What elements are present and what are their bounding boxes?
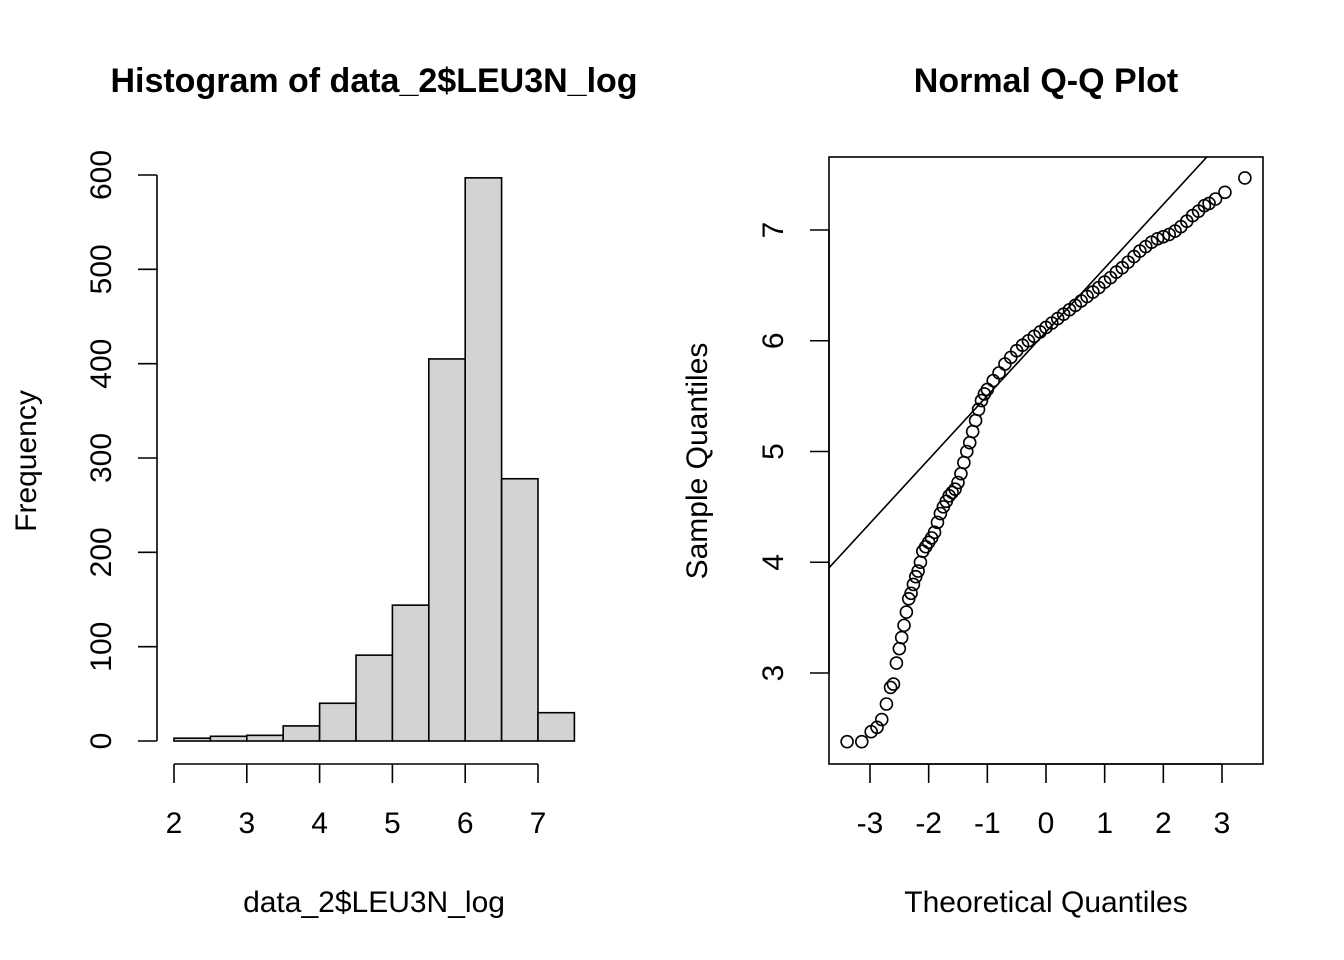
histogram-x-tick-label: 2: [166, 807, 183, 840]
qq-point: [879, 697, 894, 711]
qq-point: [927, 525, 942, 540]
qq-point: [933, 506, 948, 521]
qq-point: [1150, 232, 1165, 246]
histogram-bar: [427, 358, 466, 742]
qq-plot-panel: Normal Q-Q Plot Theoretical Quantiles Sa…: [681, 62, 1264, 919]
qq-point: [874, 712, 889, 727]
qq-plot-box: [828, 156, 1264, 765]
qq-point: [911, 564, 925, 578]
histogram-y-tick-label: 400: [85, 339, 118, 389]
qq-point: [968, 413, 983, 428]
qq-point: [883, 680, 898, 695]
histogram-y-tick-label: 300: [85, 433, 118, 483]
qq-y-tick-label: 3: [757, 665, 790, 682]
qq-point: [951, 475, 965, 490]
qq-point: [945, 485, 959, 500]
qq-point: [899, 605, 914, 619]
histogram-x-axis-label: data_2$LEU3N_log: [243, 886, 505, 919]
qq-point: [986, 373, 1001, 388]
qq-point: [870, 720, 884, 735]
qq-point: [886, 677, 901, 691]
histogram-y-tick-label: 100: [85, 622, 118, 672]
qq-x-tick-label: -2: [915, 807, 942, 840]
qq-y-tick-label: 7: [757, 222, 790, 239]
histogram-bar: [209, 735, 248, 742]
histogram-y-tick-label: 0: [85, 733, 118, 750]
histogram-x-tick-label: 7: [530, 807, 547, 840]
qq-point: [971, 402, 986, 417]
qq-y-axis-label: Sample Quantiles: [681, 343, 714, 580]
histogram-bar: [318, 702, 357, 742]
qq-point: [1238, 171, 1252, 185]
histogram-bar: [282, 725, 321, 742]
histogram-x-tick-label: 4: [311, 807, 328, 840]
histogram-bar: [173, 737, 212, 742]
qq-point: [957, 455, 971, 470]
qq-point: [992, 366, 1006, 380]
qq-point: [854, 734, 869, 749]
qq-point: [904, 586, 918, 601]
histogram-y-tick-label: 600: [85, 150, 118, 200]
histogram-y-tick-label: 200: [85, 527, 118, 577]
histogram-y-tick-label: 500: [85, 244, 118, 294]
qq-x-tick-label: 2: [1155, 807, 1172, 840]
qq-points: [840, 171, 1252, 749]
qq-y-tick-label: 5: [757, 443, 790, 460]
qq-title: Normal Q-Q Plot: [914, 62, 1178, 100]
qq-x-axis: -3 -2 -1 0 1 2 3: [857, 763, 1231, 840]
qq-x-tick-label: -3: [857, 807, 884, 840]
qq-x-axis-label: Theoretical Quantiles: [904, 886, 1187, 919]
histogram-x-tick-label: 5: [384, 807, 401, 840]
qq-point: [906, 577, 921, 592]
histogram-bar: [500, 477, 539, 742]
qq-point: [959, 444, 974, 459]
histogram-x-axis: 2 3 4 5 6 7: [166, 763, 547, 840]
qq-y-axis: 3 4 5 6 7: [757, 222, 830, 682]
qq-point: [1218, 185, 1232, 200]
qq-point: [948, 482, 962, 496]
qq-point: [840, 734, 854, 749]
qq-y-tick-label: 6: [757, 332, 790, 349]
histogram-bar: [391, 604, 430, 742]
histogram-x-tick-label: 3: [238, 807, 255, 840]
qq-point: [892, 641, 907, 656]
histogram-y-axis-label: Frequency: [10, 390, 43, 532]
qq-point: [889, 656, 904, 670]
qq-x-tick-label: 3: [1214, 807, 1231, 840]
qq-point: [974, 393, 989, 408]
histogram-y-axis: 0 100 200 300 400 500 600: [85, 150, 158, 750]
qq-x-tick-label: 0: [1038, 807, 1055, 840]
histogram-title: Histogram of data_2$LEU3N_log: [110, 62, 637, 100]
histogram-x-tick-label: 6: [457, 807, 474, 840]
histogram-bar: [537, 711, 576, 742]
histogram-bars: [173, 177, 576, 742]
qq-point: [894, 630, 909, 645]
histogram-bar: [355, 654, 394, 742]
qq-point: [1208, 192, 1223, 206]
qq-point: [930, 515, 945, 530]
histogram-bar: [464, 177, 503, 742]
qq-point: [897, 618, 911, 633]
qq-x-tick-label: 1: [1096, 807, 1113, 840]
qq-point: [1156, 229, 1171, 244]
qq-y-tick-label: 4: [757, 554, 790, 571]
histogram-bar: [246, 734, 285, 742]
qq-point: [965, 424, 980, 439]
histogram-panel: Histogram of data_2$LEU3N_log data_2$LEU…: [10, 62, 638, 919]
qq-x-tick-label: -1: [974, 807, 1001, 840]
